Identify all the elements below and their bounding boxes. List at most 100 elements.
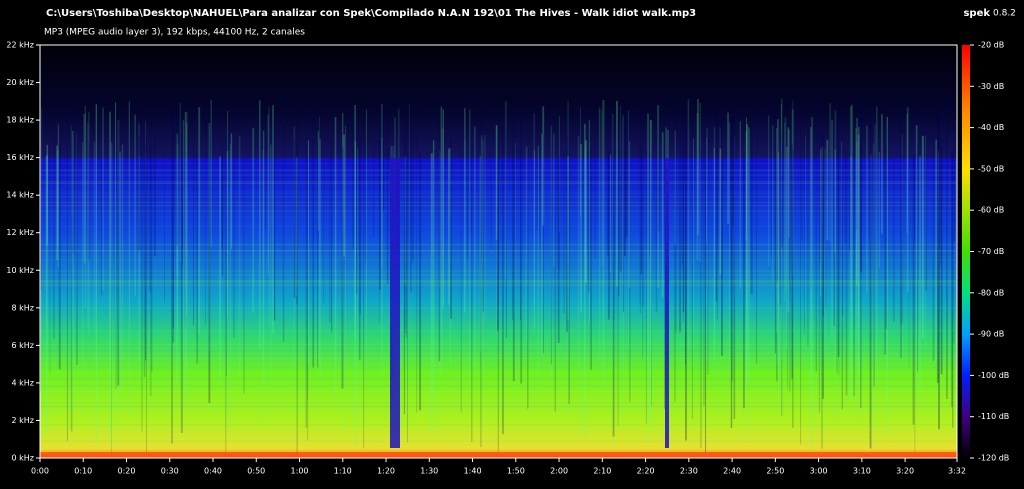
- spectrogram-texture: [533, 112, 535, 338]
- level-tick-label: -30 dB: [978, 82, 1004, 91]
- spectrogram-texture: [841, 150, 843, 410]
- spectrogram-texture: [858, 126, 860, 424]
- level-tick-label: -90 dB: [978, 330, 1004, 339]
- spectrogram-texture: [182, 120, 185, 360]
- spectrogram-texture: [553, 133, 555, 267]
- spectrogram-texture: [430, 153, 433, 432]
- plot-frame: [39, 44, 958, 459]
- spectrogram-texture: [56, 145, 59, 261]
- spectrogram-texture: [40, 281, 957, 283]
- spectrogram-texture: [873, 143, 875, 435]
- spectrogram-texture: [938, 115, 940, 430]
- spectrogram-texture: [721, 154, 723, 279]
- spectrogram-texture: [801, 134, 803, 241]
- spectrogram-texture: [739, 121, 742, 290]
- spectrogram-texture: [252, 127, 255, 314]
- spectrogram-texture: [550, 125, 552, 380]
- spectrogram: [40, 45, 957, 459]
- x-tick-label: 2:50: [766, 467, 784, 476]
- spectrogram-texture: [482, 139, 484, 374]
- spectrogram-texture: [750, 123, 753, 295]
- spectrogram-texture: [331, 140, 333, 332]
- spectrogram-texture: [40, 277, 957, 279]
- spectrogram-texture: [770, 111, 772, 260]
- spectrogram-texture: [134, 114, 136, 297]
- spectrogram-texture: [470, 111, 472, 233]
- spectrogram-texture: [682, 140, 684, 323]
- spectrogram-texture: [226, 110, 228, 319]
- spectrogram-texture: [713, 147, 715, 359]
- app-name: spek: [963, 8, 990, 19]
- spectrogram-texture: [502, 125, 504, 435]
- spectrogram-texture: [874, 124, 876, 457]
- spectrogram-texture: [319, 117, 320, 359]
- spectrogram-texture: [73, 149, 75, 261]
- spectrogram-texture: [373, 116, 375, 238]
- y-tick-label: 20 kHz: [6, 78, 34, 87]
- spectrogram-texture: [627, 110, 629, 350]
- x-tick-label: 0:40: [204, 467, 222, 476]
- spectrogram-texture: [40, 428, 957, 430]
- spectrogram-texture: [317, 131, 319, 231]
- spectrogram-texture: [381, 103, 383, 377]
- y-tick-label: 14 kHz: [6, 191, 34, 200]
- spectrogram-texture: [706, 127, 709, 364]
- spectrogram-texture: [674, 130, 676, 245]
- spectrogram-texture: [40, 259, 957, 261]
- spectrogram-texture: [612, 113, 614, 451]
- spectrogram-texture: [40, 377, 957, 379]
- spectrogram-texture: [270, 144, 272, 417]
- spectrogram-texture: [312, 98, 314, 368]
- spectrogram-texture: [925, 131, 927, 291]
- spectrogram-texture: [88, 140, 91, 261]
- spectrogram-texture: [932, 130, 935, 361]
- spectrogram-texture: [87, 122, 89, 326]
- spectrogram-texture: [196, 153, 198, 364]
- spectrogram-texture: [379, 130, 381, 290]
- spectrogram-texture: [469, 109, 471, 385]
- spectrogram-texture: [748, 127, 750, 386]
- spectrogram-texture: [506, 131, 507, 339]
- spectrogram-texture: [474, 126, 476, 375]
- spectrogram-texture: [584, 123, 586, 437]
- spectrogram-texture: [791, 143, 793, 380]
- spectrogram-texture: [610, 154, 611, 273]
- spectrogram-texture: [860, 102, 863, 273]
- spectrogram-texture: [186, 123, 188, 316]
- spectrogram-texture: [344, 126, 346, 437]
- spectrogram-texture: [76, 132, 77, 320]
- spectrogram-texture: [210, 99, 212, 247]
- spectrogram-texture: [855, 141, 858, 338]
- spectrogram-texture: [838, 131, 840, 376]
- spectrogram-texture: [46, 144, 49, 246]
- spectrogram-texture: [181, 154, 184, 266]
- spectrogram-texture: [403, 133, 405, 415]
- x-tick-label: 2:30: [680, 467, 698, 476]
- spectrogram-texture: [40, 371, 957, 373]
- spectrogram-texture: [296, 107, 299, 305]
- format-info: MP3 (MPEG audio layer 3), 192 kbps, 4410…: [44, 28, 305, 38]
- spectrogram-texture: [623, 100, 624, 312]
- spectrogram-texture: [40, 170, 957, 172]
- spectrogram-texture: [803, 105, 805, 334]
- spectrogram-texture: [40, 328, 957, 330]
- spectrogram-texture: [908, 116, 910, 369]
- spectrogram-texture: [719, 128, 721, 431]
- spectrogram-texture: [951, 151, 953, 408]
- spectrogram-texture: [179, 102, 181, 262]
- spectrogram-texture: [512, 120, 515, 382]
- spectrogram-texture: [40, 344, 957, 346]
- x-tick-label: 3:10: [853, 467, 871, 476]
- spectrogram-texture: [543, 133, 544, 354]
- spectrogram-texture: [577, 135, 580, 435]
- spectrogram-texture: [728, 122, 730, 379]
- spectrogram-texture: [580, 144, 582, 313]
- spectrogram-texture: [657, 121, 660, 231]
- spectrogram-texture: [703, 125, 705, 406]
- spectrogram-texture: [831, 119, 833, 341]
- x-tick-label: 0:50: [247, 467, 265, 476]
- x-tick-label: 3:00: [810, 467, 828, 476]
- spectrogram-texture: [343, 134, 345, 257]
- spectrogram-texture: [121, 144, 124, 412]
- x-tick-label: 3:32: [948, 467, 966, 476]
